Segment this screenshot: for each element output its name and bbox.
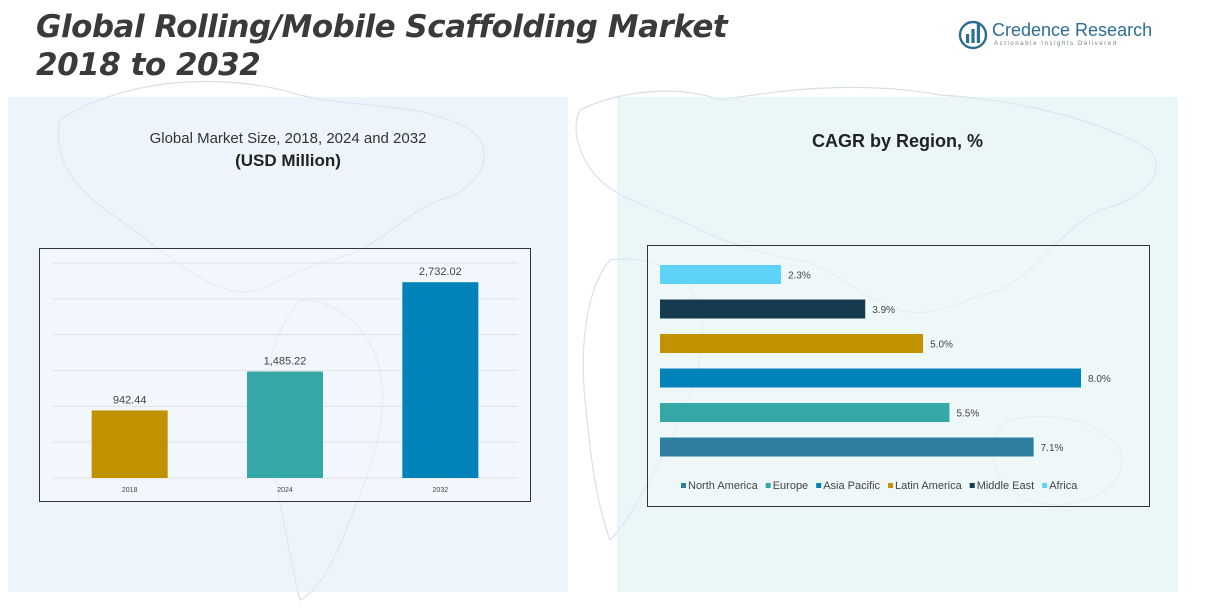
company-logo: Credence Research Actionable Insights De… [958,18,1158,52]
market-size-subtitle: Global Market Size, 2018, 2024 and 2032 [149,130,427,147]
page-title: Global Rolling/Mobile Scaffolding Market… [36,8,728,84]
legend-swatch [765,483,771,488]
legend-swatch [969,483,975,488]
cagr-horizontal-bar-chart: 2.3% 3.9% 5.0% 8.0% 5.5% 7.1% North America Eur… [660,265,1111,492]
bar-europe [660,403,950,422]
legend-item-africa: Africa [1049,480,1078,492]
legend-swatch [1042,483,1048,488]
title-line-2: 2018 to 2032 [36,47,261,83]
bar-latin-america [660,334,924,353]
bar-asia-pacific [660,368,1081,388]
market-size-unit: (USD Million) [235,151,341,170]
bar-value-label: 7.1% [1041,443,1064,454]
cagr-chart-frame: 2.3% 3.9% 5.0% 8.0% 5.5% 7.1% North America Eur… [647,245,1150,507]
bar-value-label: 5.5% [956,409,979,420]
bar-2032 [402,282,479,478]
bar-value-label: 2.3% [788,271,811,282]
legend-swatch [888,483,894,488]
x-tick-label: 2032 [433,487,449,494]
legend-item-europe: Europe [773,480,808,492]
x-tick-label: 2018 [122,487,138,494]
bar-africa [660,265,782,284]
cagr-title: CAGR by Region, % [811,131,983,151]
legend-item-middle-east: Middle East [977,480,1034,492]
legend-swatch [681,483,686,488]
chart-legend: North America Europe Asia Pacific Latin Ame… [681,480,1078,492]
legend-item-latin-america: Latin America [895,480,963,492]
bar-2018 [91,410,168,478]
bar-value-label: 3.9% [872,305,895,316]
bar-value-label: 942.44 [113,394,147,406]
market-size-bar-chart: 942.44 2018 1,485.22 2024 2,732.02 2032 [52,262,518,494]
title-line-1: Global Rolling/Mobile Scaffolding Market [36,9,728,45]
logo-name: Credence Research [992,20,1153,40]
bar-chart-logo-icon [958,20,988,50]
legend-item-north-america: North America [688,480,759,492]
bar-value-label: 1,485.22 [264,356,307,368]
logo-tagline: Actionable Insights Delivered [994,41,1118,47]
bar-north-america [660,437,1034,457]
market-size-chart-frame: 942.44 2018 1,485.22 2024 2,732.02 2032 [39,248,531,502]
bar-middle-east [660,299,866,319]
bar-value-label: 2,732.02 [419,266,462,278]
bar-value-label: 5.0% [930,340,953,351]
x-tick-label: 2024 [277,487,293,494]
bar-value-label: 8.0% [1088,374,1111,385]
legend-swatch [816,483,822,488]
bar-2024 [247,371,323,478]
legend-item-asia-pacific: Asia Pacific [823,480,880,492]
